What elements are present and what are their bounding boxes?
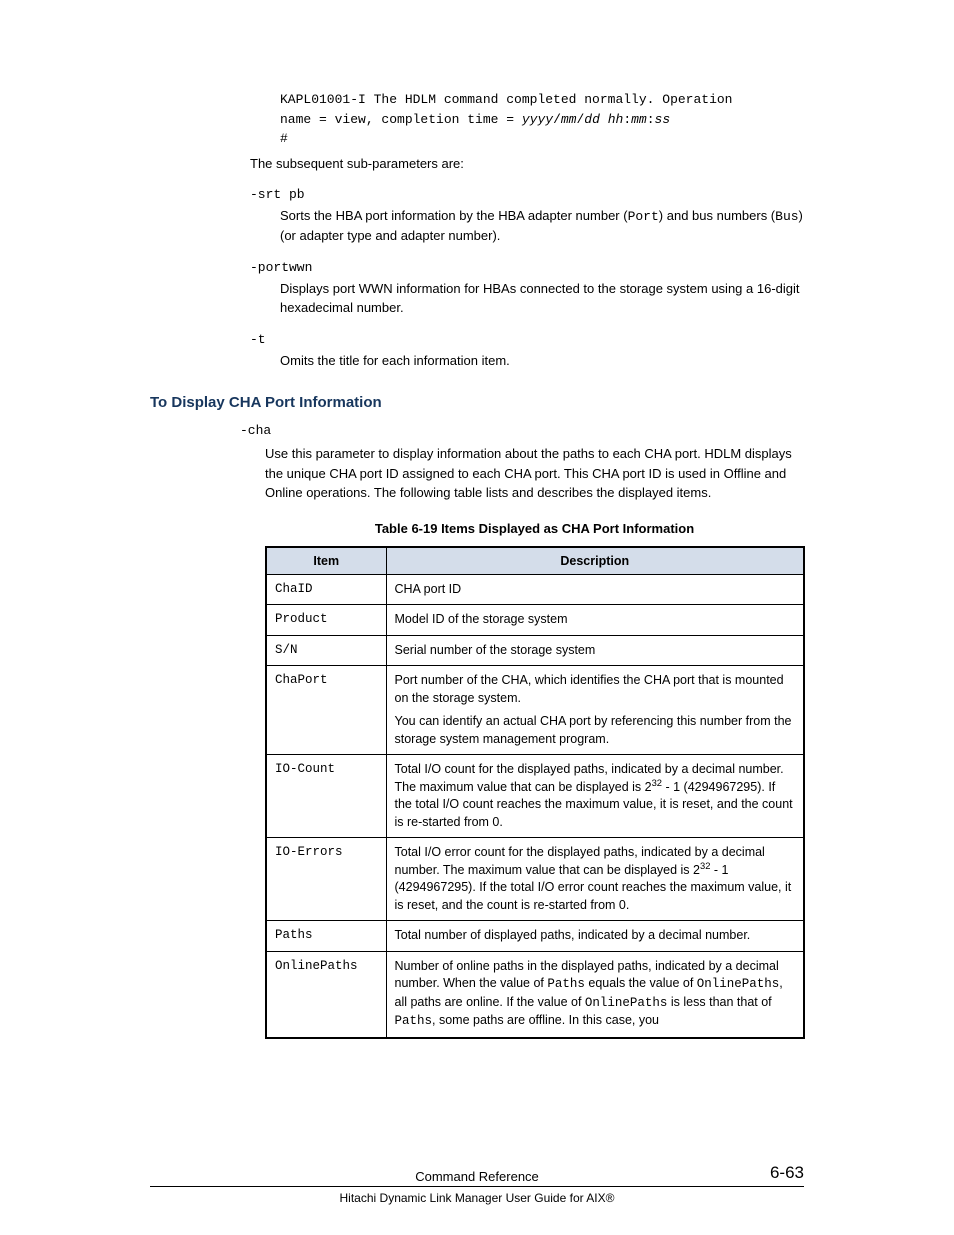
table-row: IO-ErrorsTotal I/O error count for the d… — [266, 838, 804, 921]
table-row: S/N Serial number of the storage system — [266, 635, 804, 666]
sub-params-intro: The subsequent sub-parameters are: — [250, 155, 804, 173]
table-desc-para: Total I/O error count for the displayed … — [395, 844, 796, 914]
table-cell-desc: Total number of displayed paths, indicat… — [386, 921, 804, 952]
footer-subtitle: Hitachi Dynamic Link Manager User Guide … — [150, 1191, 804, 1205]
table-cell-desc: Number of online paths in the displayed … — [386, 951, 804, 1038]
table-cell-desc: Model ID of the storage system — [386, 605, 804, 636]
table-row: OnlinePathsNumber of online paths in the… — [266, 951, 804, 1038]
table-header-item: Item — [266, 547, 386, 575]
section-heading: To Display CHA Port Information — [150, 394, 804, 411]
code-output-block: KAPL01001-I The HDLM command completed n… — [280, 90, 804, 149]
table-cell-item: Product — [266, 605, 386, 636]
table-desc-para: You can identify an actual CHA port by r… — [395, 713, 796, 748]
table-cell-desc: Port number of the CHA, which identifies… — [386, 666, 804, 755]
table-header-desc: Description — [386, 547, 804, 575]
table-cell-item: IO-Errors — [266, 838, 386, 921]
param-srt-name: -srt pb — [250, 187, 804, 202]
table-desc-para: CHA port ID — [395, 581, 796, 599]
cha-port-table: Item Description ChaID CHA port ID Product… — [265, 546, 805, 1039]
table-cell-desc: Total I/O error count for the displayed … — [386, 838, 804, 921]
param-t-desc: Omits the title for each information ite… — [280, 351, 804, 371]
code-line: name = view, completion time = yyyy/mm/d… — [280, 110, 804, 130]
table-desc-para: Serial number of the storage system — [395, 642, 796, 660]
table-desc-para: Port number of the CHA, which identifies… — [395, 672, 796, 707]
cha-param-name: -cha — [240, 423, 804, 438]
footer-divider — [150, 1186, 804, 1187]
param-portwwn-name: -portwwn — [250, 260, 804, 275]
table-desc-para: Model ID of the storage system — [395, 611, 796, 629]
table-cell-desc: Serial number of the storage system — [386, 635, 804, 666]
table-cell-item: S/N — [266, 635, 386, 666]
table-desc-para: Total I/O count for the displayed paths,… — [395, 761, 796, 831]
table-cell-item: ChaPort — [266, 666, 386, 755]
code-line: # — [280, 129, 804, 149]
table-caption: Table 6-19 Items Displayed as CHA Port I… — [265, 521, 804, 536]
footer-title: Command Reference — [150, 1169, 804, 1184]
table-row: Paths Total number of displayed paths, in… — [266, 921, 804, 952]
param-t-name: -t — [250, 332, 804, 347]
table-cell-desc: Total I/O count for the displayed paths,… — [386, 755, 804, 838]
param-portwwn-desc: Displays port WWN information for HBAs c… — [280, 279, 804, 318]
page-footer: Command Reference Hitachi Dynamic Link M… — [150, 1169, 804, 1205]
table-cell-item: ChaID — [266, 574, 386, 605]
table-cell-desc: CHA port ID — [386, 574, 804, 605]
param-srt-desc: Sorts the HBA port information by the HB… — [280, 206, 804, 246]
table-desc-para: Number of online paths in the displayed … — [395, 958, 796, 1031]
table-cell-item: Paths — [266, 921, 386, 952]
table-row: IO-CountTotal I/O count for the displaye… — [266, 755, 804, 838]
table-row: Product Model ID of the storage system — [266, 605, 804, 636]
cha-param-desc: Use this parameter to display informatio… — [265, 444, 804, 503]
table-desc-para: Total number of displayed paths, indicat… — [395, 927, 796, 945]
table-row: ChaID CHA port ID — [266, 574, 804, 605]
table-cell-item: OnlinePaths — [266, 951, 386, 1038]
code-line: KAPL01001-I The HDLM command completed n… — [280, 90, 804, 110]
table-row: ChaPort Port number of the CHA, which ide… — [266, 666, 804, 755]
table-cell-item: IO-Count — [266, 755, 386, 838]
